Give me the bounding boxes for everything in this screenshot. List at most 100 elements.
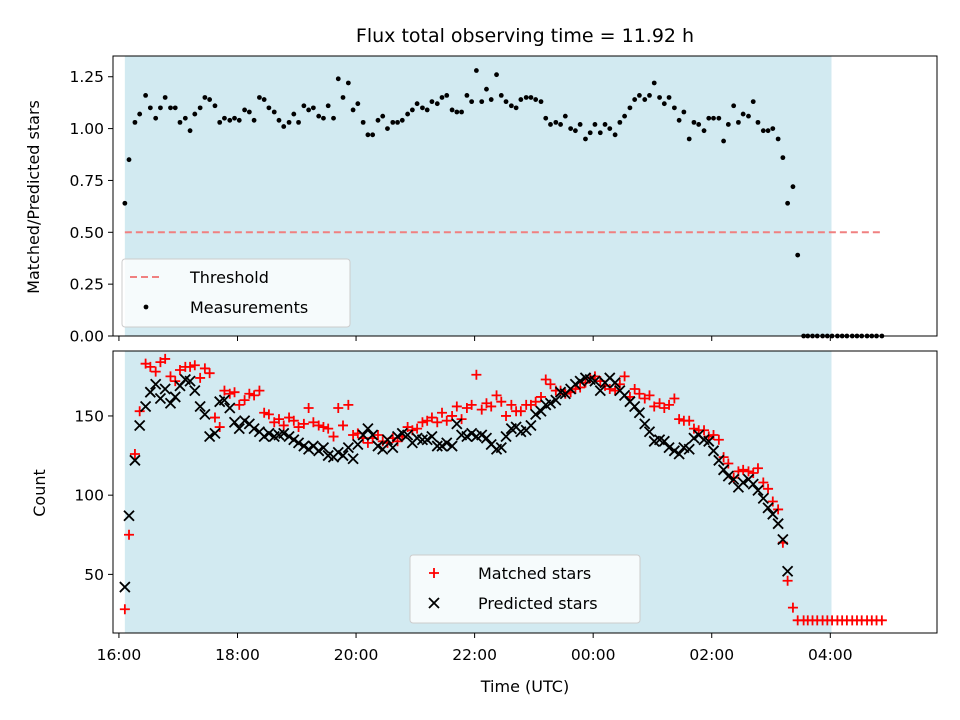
legend-label: Predicted stars xyxy=(478,594,598,613)
predicted-star-point xyxy=(544,397,557,409)
matched-star-point xyxy=(708,429,719,440)
measurement-point xyxy=(513,105,519,111)
measurement-point xyxy=(518,97,524,102)
matched-star-point xyxy=(767,496,778,507)
matched-star-point xyxy=(506,399,517,410)
predicted-star-point xyxy=(594,384,606,397)
measurement-point xyxy=(721,138,726,144)
matched-star-point xyxy=(129,448,140,459)
predicted-star-point xyxy=(663,442,675,454)
measurement-point xyxy=(469,99,475,105)
predicted-star-point xyxy=(643,426,656,438)
measurement-point xyxy=(765,128,771,134)
measurement-point xyxy=(291,111,297,117)
predicted-star-point xyxy=(713,454,725,466)
matched-star-point xyxy=(293,422,304,433)
measurement-point xyxy=(444,93,450,98)
matched-star-point xyxy=(432,417,443,428)
measurement-point xyxy=(587,130,593,136)
predicted-star-point xyxy=(218,394,231,406)
predicted-star-point xyxy=(683,443,695,455)
matched-star-point xyxy=(348,429,359,440)
predicted-star-point xyxy=(317,442,330,454)
matched-star-point xyxy=(199,363,210,374)
measurement-point xyxy=(132,119,138,125)
measurement-point xyxy=(147,105,153,111)
predicted-star-point xyxy=(639,418,651,430)
measurement-point xyxy=(770,126,776,131)
matched-star-point xyxy=(752,463,763,474)
matched-star-point xyxy=(209,412,220,423)
predicted-star-point xyxy=(362,422,374,435)
measurement-point xyxy=(399,117,405,123)
predicted-star-point xyxy=(154,392,167,405)
predicted-star-point xyxy=(707,445,720,457)
matched-star-point xyxy=(496,396,507,407)
predicted-star-point xyxy=(717,464,730,476)
matched-star-point xyxy=(195,372,206,383)
measurement-point xyxy=(731,103,737,109)
matched-star-point xyxy=(674,414,685,425)
matched-star-point xyxy=(787,602,798,613)
matched-star-point xyxy=(763,483,774,494)
legend-label: Measurements xyxy=(190,298,308,317)
measurement-point xyxy=(671,105,677,111)
matched-star-point xyxy=(604,384,615,395)
measurement-point xyxy=(385,126,390,131)
measurement-point xyxy=(651,80,657,86)
predicted-star-point xyxy=(367,429,379,441)
matched-star-point xyxy=(530,396,541,407)
matched-star-point xyxy=(713,434,724,445)
measurement-point xyxy=(251,117,257,123)
legend: Threshold Measurements xyxy=(121,258,351,328)
matched-star-point xyxy=(229,387,240,398)
matched-star-point xyxy=(575,382,586,393)
predicted-star-point xyxy=(589,375,601,387)
matched-star-point xyxy=(610,385,621,396)
matched-star-point xyxy=(476,404,487,415)
predicted-star-point xyxy=(347,453,359,465)
measurement-point xyxy=(395,119,400,125)
measurement-point xyxy=(261,97,267,102)
matched-star-point xyxy=(589,371,600,382)
measurement-point xyxy=(538,99,544,105)
matched-star-point xyxy=(718,452,729,463)
measurement-point xyxy=(568,126,574,131)
matched-star-point xyxy=(119,604,130,615)
x-tick-label: 18:00 xyxy=(215,646,260,664)
predicted-star-point xyxy=(169,391,181,403)
measurement-point xyxy=(246,109,252,115)
matched-star-point xyxy=(263,409,274,420)
measurement-point xyxy=(405,111,411,117)
predicted-star-point xyxy=(189,384,201,397)
y-tick-label: 0.00 xyxy=(69,328,104,346)
predicted-star-point xyxy=(441,437,453,449)
predicted-star-point xyxy=(777,533,789,546)
matched-star-point xyxy=(738,464,749,475)
measurement-point xyxy=(755,119,761,125)
measurement-point xyxy=(276,117,282,123)
panel-ratio: 0.00 0.25 0.50 0.75 1.00 1.25 Threshold Measure… xyxy=(69,55,938,346)
matched-star-point xyxy=(124,529,135,540)
matched-star-point xyxy=(333,403,344,414)
y-tick-label: 50 xyxy=(84,566,104,584)
measurement-point xyxy=(647,93,652,98)
matched-star-point xyxy=(585,372,596,383)
predicted-star-point xyxy=(292,437,305,449)
matched-star-point xyxy=(703,431,714,442)
measurement-point xyxy=(548,122,553,127)
measurement-point xyxy=(236,117,242,123)
matched-star-point xyxy=(486,401,497,412)
legend: Matched stars Predicted stars xyxy=(409,554,641,624)
measurement-point xyxy=(558,122,563,127)
matched-star-point xyxy=(234,399,245,410)
measurement-point xyxy=(459,109,464,115)
predicted-star-point xyxy=(381,434,394,446)
measurement-point xyxy=(212,103,218,109)
measurement-point xyxy=(162,95,168,100)
matched-star-point xyxy=(417,417,428,428)
matched-star-point xyxy=(249,390,260,401)
matched-star-point xyxy=(298,418,309,429)
measurement-point xyxy=(711,115,716,121)
